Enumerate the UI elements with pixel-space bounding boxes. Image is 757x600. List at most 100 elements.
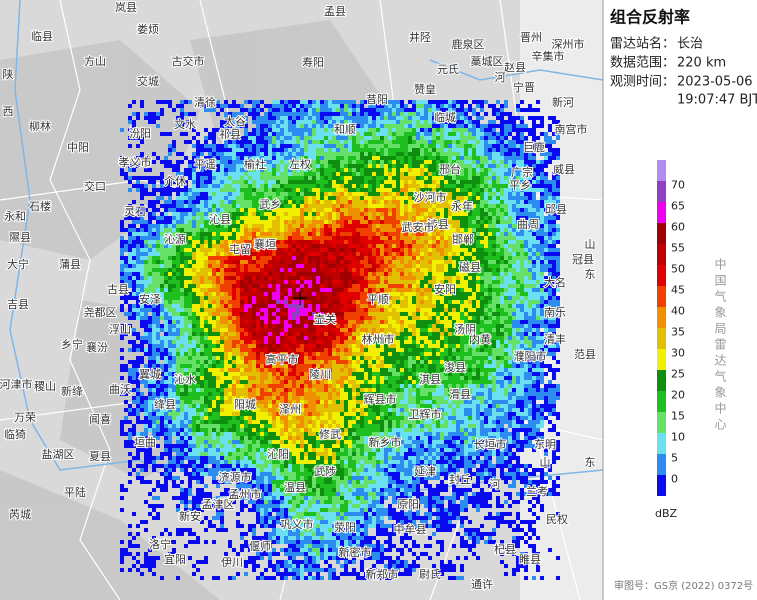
- place-label: 石楼: [29, 199, 51, 213]
- place-label: 古县: [107, 283, 129, 296]
- place-label: 吉县: [7, 298, 29, 311]
- legend-tick-label: 70: [671, 179, 685, 192]
- place-label: 新密市: [339, 545, 372, 559]
- place-label: 濮阳市: [514, 349, 547, 363]
- place-label: 内黄: [469, 332, 491, 346]
- place-label: 武安市: [402, 220, 435, 234]
- place-label: 交城: [137, 74, 159, 88]
- place-label: 卫辉市: [409, 407, 442, 421]
- echo-level: [120, 100, 560, 580]
- place-label: 武陟: [314, 464, 336, 478]
- legend-tick-label: 15: [671, 410, 685, 423]
- place-label: 东: [585, 268, 596, 281]
- place-label: 新安: [179, 509, 201, 523]
- place-label: 河: [490, 478, 501, 491]
- place-label: 沙河市: [414, 190, 447, 204]
- place-label: 闻喜: [89, 412, 111, 426]
- range-label: 数据范围：: [610, 56, 675, 71]
- station: 长治: [677, 37, 703, 52]
- place-label: 隰县: [9, 231, 31, 244]
- place-label: 新河: [552, 95, 574, 109]
- place-label: 洛宁: [149, 537, 171, 551]
- place-label: 巨鹿: [523, 140, 545, 154]
- place-label: 原阳: [397, 498, 419, 511]
- place-label: 偃师: [249, 539, 271, 553]
- place-label: 垣曲: [134, 436, 156, 449]
- place-label: 荥阳: [334, 520, 356, 534]
- place-label: 元氏: [437, 63, 459, 76]
- place-label: 浮山: [109, 323, 131, 336]
- place-label: 河津市: [0, 377, 33, 391]
- place-label: 平顺: [367, 293, 389, 306]
- place-label: 平陆: [64, 485, 86, 499]
- place-label: 林州市: [362, 332, 395, 346]
- place-label: 娄烦: [137, 23, 159, 36]
- legend-swatch: [657, 202, 666, 223]
- legend-swatch: [657, 454, 666, 475]
- legend-tick-label: 30: [671, 347, 685, 360]
- time-label: 观测时间：: [610, 75, 675, 90]
- place-label: 乡宁: [61, 337, 83, 351]
- place-label: 榆社: [244, 157, 266, 171]
- legend: 0 5 10 15 20 25 30 35 40 45 50 55 60 65 70: [657, 160, 685, 496]
- place-label: 中牟县: [394, 522, 427, 536]
- place-label: 高平市: [266, 352, 299, 366]
- place-label: 孟县: [324, 5, 346, 18]
- legend-swatch: [657, 307, 666, 328]
- radar-site-marker: [293, 291, 307, 305]
- place-label: 赵县: [504, 60, 526, 74]
- time: 19:07:47 BJT: [677, 93, 757, 108]
- legend-tick-label: 65: [671, 200, 685, 213]
- place-label: 磁县: [459, 261, 481, 274]
- place-label: 辛集市: [532, 49, 565, 63]
- place-label: 临城: [434, 110, 456, 124]
- place-label: 襄汾: [86, 340, 108, 354]
- place-label: 济源市: [219, 470, 252, 484]
- legend-swatch: [657, 412, 666, 433]
- legend-swatch: [657, 181, 666, 202]
- place-label: 平乡: [509, 179, 531, 192]
- legend-swatch: [657, 265, 666, 286]
- range: 220 km: [677, 56, 726, 71]
- place-label: 陕: [3, 67, 14, 81]
- place-label: 新乡市: [369, 435, 402, 449]
- place-label: 孟津区: [202, 498, 235, 511]
- place-label: 壶关: [314, 312, 336, 326]
- place-label: 宁晋: [513, 80, 535, 94]
- place-label: 南乐: [544, 306, 566, 319]
- place-label: 屯留: [229, 243, 251, 256]
- place-label: 范县: [574, 347, 596, 361]
- place-label: 冠县: [572, 253, 594, 266]
- place-label: 灵石: [124, 205, 146, 218]
- place-label: 涉县: [427, 217, 449, 231]
- place-label: 淇县: [419, 373, 441, 386]
- place-label: 邱县: [545, 203, 567, 216]
- place-label: 太谷: [224, 115, 246, 128]
- place-label: 翼城: [139, 368, 161, 381]
- place-label: 睢县: [519, 553, 541, 566]
- place-label: 巩义市: [281, 517, 314, 531]
- legend-unit: dBZ: [655, 507, 678, 520]
- place-label: 尧都区: [84, 306, 117, 319]
- place-label: 汤阴: [454, 322, 476, 336]
- date: 2023-05-06: [677, 75, 753, 90]
- place-label: 清丰: [544, 333, 566, 346]
- place-label: 安泽: [139, 292, 161, 306]
- legend-tick-label: 10: [671, 431, 685, 444]
- place-label: 沁源: [164, 232, 186, 246]
- place-label: 古交市: [172, 54, 205, 68]
- place-label: 东明: [534, 438, 556, 451]
- place-label: 交口: [84, 179, 106, 193]
- place-label: 蒲县: [59, 257, 81, 271]
- place-label: 大宁: [7, 257, 29, 271]
- legend-tick-label: 55: [671, 242, 685, 255]
- place-label: 中阳: [67, 141, 89, 154]
- place-label: 平遥: [194, 158, 216, 171]
- place-label: 芮城: [9, 507, 31, 521]
- place-label: 沁阳: [267, 448, 289, 461]
- place-label: 深州市: [552, 37, 585, 51]
- place-label: 沁县: [209, 213, 231, 226]
- place-label: 宜阳: [164, 552, 186, 566]
